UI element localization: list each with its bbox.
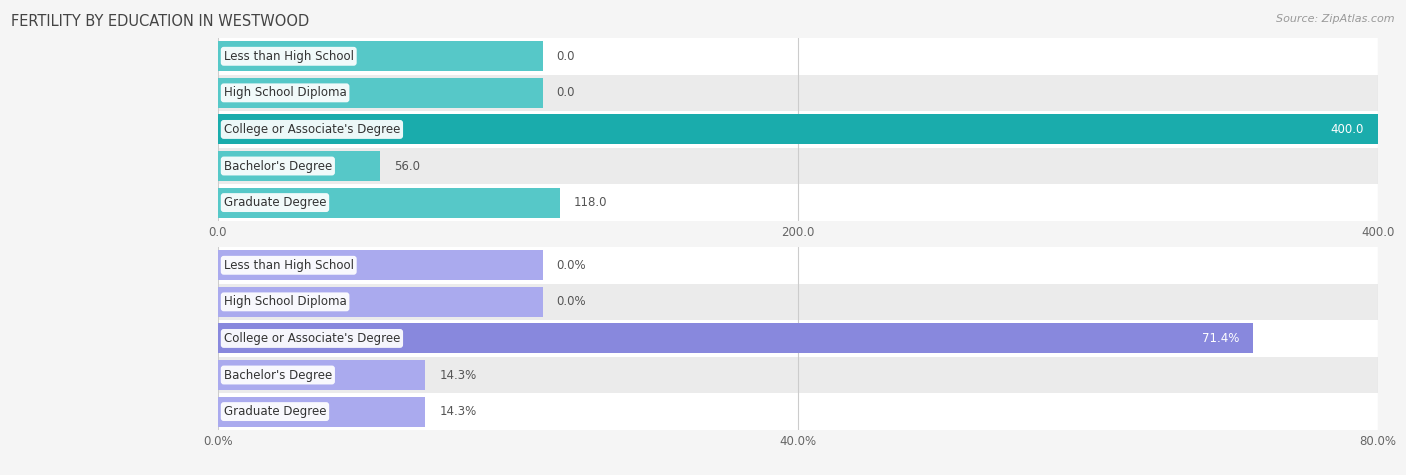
Text: Bachelor's Degree: Bachelor's Degree [224, 369, 332, 381]
Bar [218, 247, 1378, 284]
Bar [218, 320, 1378, 357]
Bar [218, 111, 1378, 148]
Text: Less than High School: Less than High School [224, 50, 354, 63]
Text: College or Associate's Degree: College or Associate's Degree [224, 332, 401, 345]
Text: Graduate Degree: Graduate Degree [224, 196, 326, 209]
Bar [218, 393, 1378, 430]
Text: FERTILITY BY EDUCATION IN WESTWOOD: FERTILITY BY EDUCATION IN WESTWOOD [11, 14, 309, 29]
Bar [218, 75, 1378, 111]
Text: 0.0: 0.0 [557, 50, 575, 63]
Text: Bachelor's Degree: Bachelor's Degree [224, 160, 332, 172]
Text: 0.0%: 0.0% [557, 259, 586, 272]
Bar [218, 78, 543, 108]
Text: Graduate Degree: Graduate Degree [224, 405, 326, 418]
Bar [218, 148, 1378, 184]
Text: 0.0%: 0.0% [557, 295, 586, 308]
Text: 0.0: 0.0 [557, 86, 575, 99]
Text: 14.3%: 14.3% [439, 405, 477, 418]
Text: 14.3%: 14.3% [439, 369, 477, 381]
Text: Source: ZipAtlas.com: Source: ZipAtlas.com [1277, 14, 1395, 24]
Bar [218, 38, 1378, 75]
Bar [218, 188, 560, 218]
Bar [218, 114, 1378, 144]
Text: Less than High School: Less than High School [224, 259, 354, 272]
Text: 118.0: 118.0 [574, 196, 607, 209]
Text: 400.0: 400.0 [1330, 123, 1364, 136]
Bar [218, 250, 543, 280]
Bar [218, 360, 425, 390]
Text: College or Associate's Degree: College or Associate's Degree [224, 123, 401, 136]
Bar [218, 287, 543, 317]
Text: High School Diploma: High School Diploma [224, 295, 346, 308]
Text: 56.0: 56.0 [394, 160, 420, 172]
Text: 71.4%: 71.4% [1202, 332, 1239, 345]
Bar [218, 397, 425, 427]
Bar [218, 357, 1378, 393]
Bar [218, 41, 543, 71]
Bar [218, 151, 380, 181]
Bar [218, 323, 1253, 353]
Text: High School Diploma: High School Diploma [224, 86, 346, 99]
Bar [218, 284, 1378, 320]
Bar [218, 184, 1378, 221]
